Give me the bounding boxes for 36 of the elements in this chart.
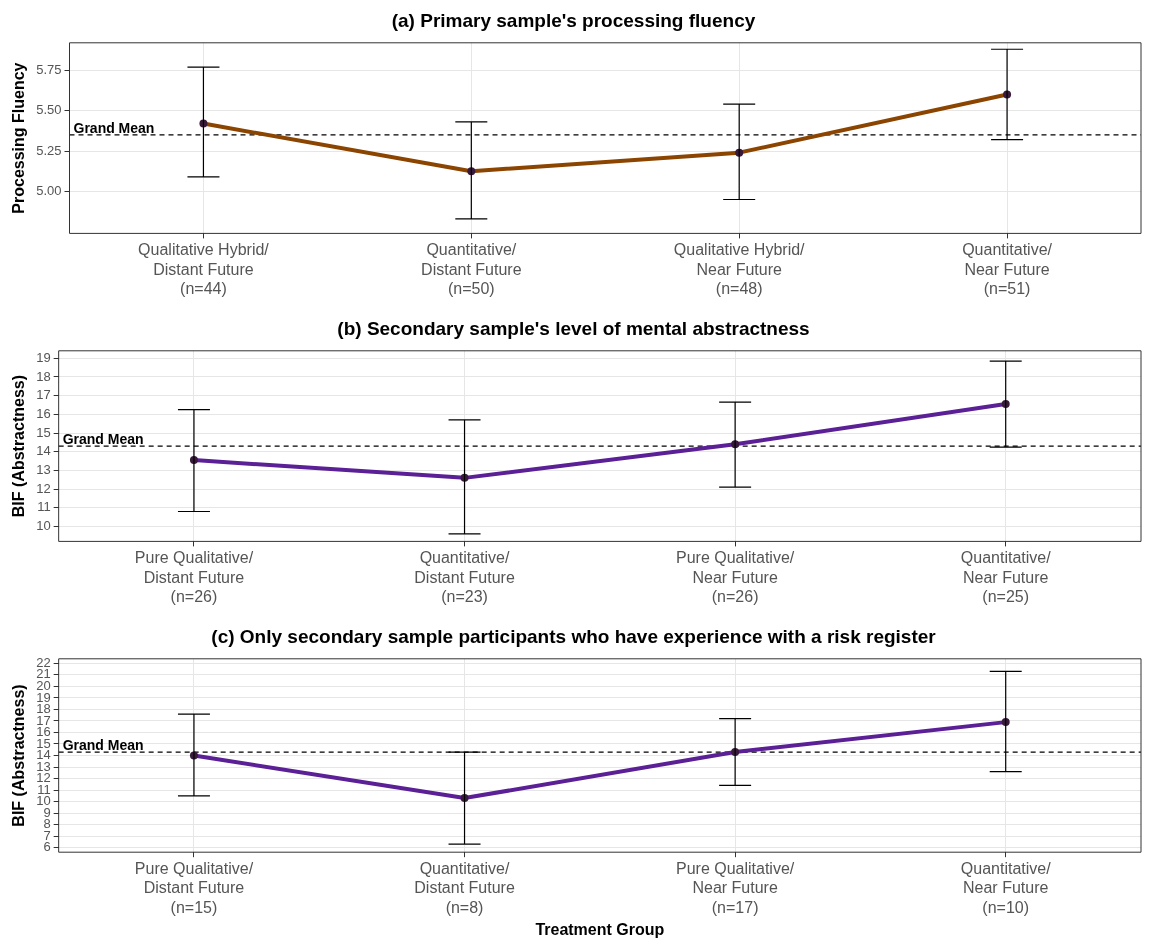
y-tick-label: 15 bbox=[36, 424, 51, 440]
x-tick-label: Pure Qualitative/ Near Future (n=17) bbox=[675, 860, 795, 916]
y-tick-label: 14 bbox=[36, 443, 51, 459]
y-tick-label: 13 bbox=[36, 461, 51, 477]
x-tick-label: Qualitative Hybrid/ Near Future (n=48) bbox=[673, 241, 806, 297]
y-tick-label: 5.75 bbox=[36, 61, 62, 77]
y-tick-label: 5.50 bbox=[36, 102, 62, 118]
y-axis-title: Processing Fluency bbox=[10, 62, 28, 214]
y-tick-label: 11 bbox=[37, 499, 51, 515]
x-tick-label: Quantitative/ Distant Future (n=8) bbox=[414, 860, 515, 916]
x-tick-label: Quantitative/ Distant Future (n=23) bbox=[414, 549, 515, 605]
ref-line-label: Grand Mean bbox=[62, 736, 144, 753]
chart-title: (a) Primary sample's processing fluency bbox=[391, 9, 756, 31]
y-axis-title: BIF (Abstractness) bbox=[10, 374, 28, 518]
y-tick-label: 5.00 bbox=[36, 182, 62, 198]
x-tick-label: Qualitative Hybrid/ Distant Future (n=44) bbox=[138, 241, 270, 297]
y-tick-label: 18 bbox=[36, 368, 51, 384]
y-tick-label: 16 bbox=[36, 405, 51, 421]
x-tick-label: Pure Qualitative/ Distant Future (n=26) bbox=[134, 549, 254, 605]
chart-title: (b) Secondary sample's level of mental abstractness bbox=[337, 317, 810, 339]
y-tick-label: 5.25 bbox=[36, 142, 62, 158]
x-tick-label: Quantitative/ Near Future (n=25) bbox=[960, 549, 1052, 605]
x-tick-label: Pure Qualitative/ Distant Future (n=15) bbox=[134, 860, 254, 916]
y-tick-label: 19 bbox=[36, 349, 51, 365]
ref-line-label: Grand Mean bbox=[73, 119, 155, 136]
y-tick-label: 10 bbox=[36, 518, 51, 534]
y-axis-title: BIF (Abstractness) bbox=[10, 684, 28, 827]
x-axis-title: Treatment Group bbox=[535, 920, 665, 938]
x-tick-label: Pure Qualitative/ Near Future (n=26) bbox=[675, 549, 795, 605]
y-tick-label: 12 bbox=[36, 480, 51, 496]
x-tick-label: Quantitative/ Near Future (n=10) bbox=[960, 860, 1052, 916]
y-tick-label: 17 bbox=[36, 387, 51, 403]
chart-title: (c) Only secondary sample participants who have experience with a risk register bbox=[211, 625, 937, 647]
x-tick-label: Quantitative/ Distant Future (n=50) bbox=[421, 241, 522, 297]
x-tick-label: Quantitative/ Near Future (n=51) bbox=[962, 241, 1053, 297]
ref-line-label: Grand Mean bbox=[62, 430, 144, 447]
